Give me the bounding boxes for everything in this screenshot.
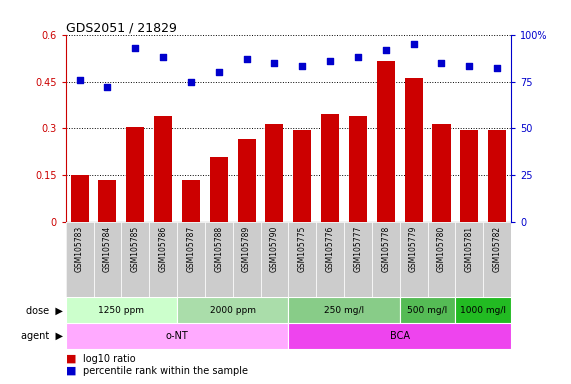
Text: GSM105779: GSM105779 <box>409 226 418 273</box>
Text: GSM105790: GSM105790 <box>270 226 279 273</box>
Bar <box>154 116 172 222</box>
Bar <box>488 130 506 222</box>
Bar <box>377 61 395 222</box>
Bar <box>233 222 260 297</box>
Bar <box>98 180 116 222</box>
Bar <box>205 222 233 297</box>
Bar <box>349 116 367 222</box>
Point <box>465 63 474 70</box>
Bar <box>266 124 283 222</box>
Point <box>325 58 335 64</box>
Bar <box>260 222 288 297</box>
Bar <box>483 222 511 297</box>
Bar <box>288 323 511 349</box>
Point <box>270 60 279 66</box>
Text: 1250 ppm: 1250 ppm <box>98 306 144 315</box>
Point <box>103 84 112 90</box>
Bar <box>400 297 456 323</box>
Bar <box>177 297 288 323</box>
Bar <box>182 180 200 222</box>
Point <box>214 69 223 75</box>
Text: log10 ratio: log10 ratio <box>83 354 135 364</box>
Text: GSM105776: GSM105776 <box>325 226 335 273</box>
Text: ■: ■ <box>66 354 76 364</box>
Bar <box>177 222 205 297</box>
Point <box>493 65 502 71</box>
Bar <box>210 157 228 222</box>
Point <box>297 63 307 70</box>
Bar <box>288 297 400 323</box>
Point <box>437 60 446 66</box>
Bar <box>344 222 372 297</box>
Point <box>159 54 168 60</box>
Bar <box>405 78 423 222</box>
Text: dose  ▶: dose ▶ <box>26 305 63 315</box>
Text: GSM105787: GSM105787 <box>186 226 195 272</box>
Text: GSM105785: GSM105785 <box>131 226 140 272</box>
Text: 500 mg/l: 500 mg/l <box>408 306 448 315</box>
Bar <box>94 222 122 297</box>
Bar <box>66 297 177 323</box>
Text: GSM105781: GSM105781 <box>465 226 474 272</box>
Bar <box>460 130 478 222</box>
Point <box>381 46 391 53</box>
Bar <box>122 222 149 297</box>
Text: GSM105775: GSM105775 <box>297 226 307 273</box>
Point <box>131 45 140 51</box>
Text: o-NT: o-NT <box>166 331 188 341</box>
Point <box>75 76 84 83</box>
Point <box>409 41 418 47</box>
Text: GSM105786: GSM105786 <box>159 226 168 272</box>
Text: 2000 ppm: 2000 ppm <box>210 306 256 315</box>
Text: GDS2051 / 21829: GDS2051 / 21829 <box>66 22 176 35</box>
Text: GSM105789: GSM105789 <box>242 226 251 272</box>
Bar <box>372 222 400 297</box>
Text: percentile rank within the sample: percentile rank within the sample <box>83 366 248 376</box>
Text: GSM105788: GSM105788 <box>214 226 223 272</box>
Bar <box>400 222 428 297</box>
Point <box>186 78 195 84</box>
Text: ■: ■ <box>66 366 76 376</box>
Bar <box>126 127 144 222</box>
Bar <box>238 139 256 222</box>
Bar <box>293 130 311 222</box>
Text: GSM105778: GSM105778 <box>381 226 391 272</box>
Text: GSM105784: GSM105784 <box>103 226 112 272</box>
Text: GSM105780: GSM105780 <box>437 226 446 272</box>
Bar <box>288 222 316 297</box>
Text: GSM105783: GSM105783 <box>75 226 84 272</box>
Text: GSM105777: GSM105777 <box>353 226 363 273</box>
Point <box>353 54 363 60</box>
Bar <box>66 323 288 349</box>
Bar <box>456 297 511 323</box>
Text: BCA: BCA <box>389 331 410 341</box>
Point <box>242 56 251 62</box>
Bar <box>432 124 451 222</box>
Text: 1000 mg/l: 1000 mg/l <box>460 306 506 315</box>
Bar <box>71 175 89 222</box>
Text: 250 mg/l: 250 mg/l <box>324 306 364 315</box>
Text: agent  ▶: agent ▶ <box>21 331 63 341</box>
Bar <box>456 222 483 297</box>
Text: GSM105782: GSM105782 <box>493 226 502 272</box>
Bar <box>321 114 339 222</box>
Bar <box>66 222 94 297</box>
Bar <box>316 222 344 297</box>
Bar <box>428 222 456 297</box>
Bar <box>149 222 177 297</box>
